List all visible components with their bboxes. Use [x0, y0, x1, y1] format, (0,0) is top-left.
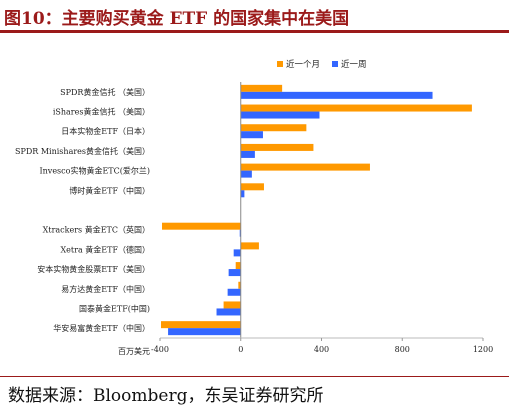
bar-week-11: [216, 308, 241, 316]
category-label-7: Xtrackers 黄金ETC（英国）: [43, 225, 150, 235]
bar-week-3: [240, 150, 255, 158]
source-note: 数据来源：Bloomberg，东吴证券研究所: [8, 386, 324, 406]
bar-month-12: [161, 321, 241, 329]
bar-month-5: [240, 183, 264, 191]
bar-month-4: [240, 163, 370, 171]
figure-title: 图10：主要购买黄金 ETF 的国家集中在美国: [4, 9, 350, 29]
bar-month-1: [240, 104, 472, 112]
legend-label-week: 近一周: [341, 59, 367, 70]
bar-month-11: [223, 301, 241, 309]
bar-week-7: [239, 229, 241, 237]
bar-week-0: [240, 91, 433, 99]
bar-week-4: [240, 170, 252, 178]
category-label-12: 华安易富黄金ETF（中国）: [53, 323, 150, 333]
category-label-5: 博时黄金ETF（中国）: [69, 185, 150, 195]
category-label-4: Invesco实物黄金ETC(爱尔兰): [39, 166, 150, 176]
category-label-1: iShares黄金信托 （美国）: [53, 107, 150, 117]
source-rule: [0, 376, 509, 377]
bar-month-3: [240, 143, 314, 151]
etf-flows-bar-chart: SPDR黄金信托 （美国） iShares黄金信托 （美国） 日本实物金ETF（日本…: [15, 59, 493, 356]
bar-month-10: [238, 281, 241, 289]
x-tick-label-4: 1200: [473, 345, 493, 354]
bar-month-2: [240, 124, 307, 132]
bar-week-8: [233, 249, 241, 257]
bar-week-12: [168, 328, 241, 336]
category-label-11: 国泰黄金ETF(中国): [79, 303, 150, 313]
legend-label-month: 近一个月: [286, 59, 320, 70]
category-label-10: 易方达黄金ETF（中国）: [61, 284, 150, 294]
category-label-2: 日本实物金ETF（日本）: [61, 126, 150, 136]
category-label-0: SPDR黄金信托 （美国）: [60, 87, 150, 97]
bar-week-10: [227, 288, 241, 296]
category-label-9: 安本实物黄金股票ETF（美国）: [37, 264, 150, 274]
bar-month-7: [162, 222, 241, 230]
bar-week-2: [240, 131, 263, 139]
title-rule: [0, 30, 509, 33]
bar-week-1: [240, 111, 320, 119]
x-tick-label-0: -400: [151, 345, 169, 354]
bar-month-0: [240, 84, 283, 92]
category-label-3: SPDR Minishares黄金信托（美国）: [15, 146, 150, 156]
category-label-8: Xetra 黄金ETF（德国）: [60, 244, 150, 254]
bar-month-8: [240, 242, 259, 250]
unit-label: 百万美元: [118, 346, 150, 356]
figure-header: 图10：主要购买黄金 ETF 的国家集中在美国: [0, 0, 509, 30]
x-tick-label-2: 400: [314, 345, 329, 354]
x-tick-label-3: 800: [395, 345, 410, 354]
bar-week-9: [228, 269, 241, 277]
bar-week-5: [240, 190, 245, 198]
legend-swatch-month: [277, 61, 283, 67]
x-tick-label-1: 0: [238, 345, 243, 354]
legend-swatch-week: [332, 61, 338, 67]
bar-month-9: [235, 262, 241, 270]
